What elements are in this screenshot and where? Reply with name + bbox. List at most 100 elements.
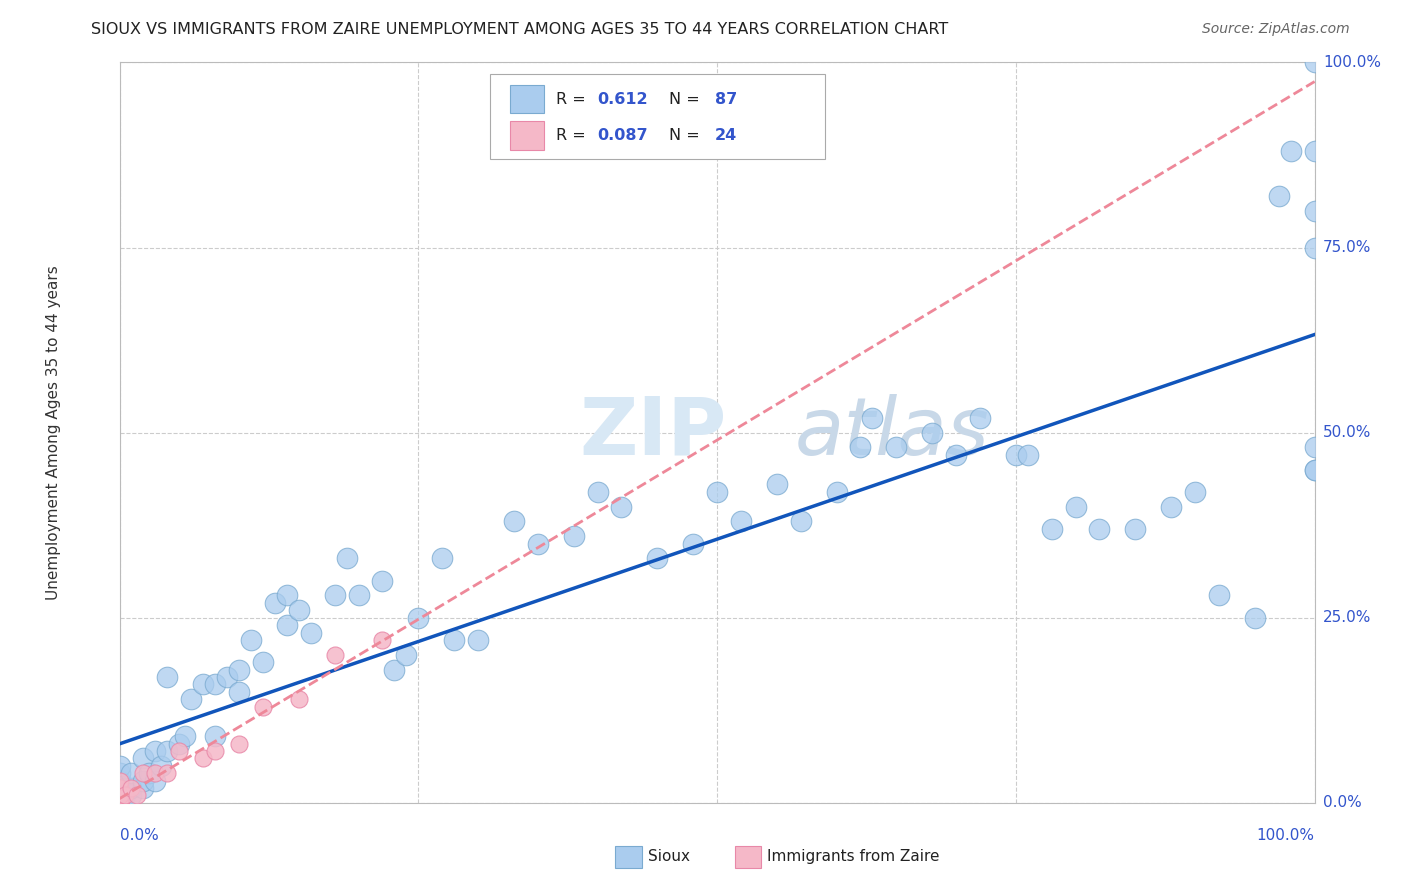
Point	[145, 744, 166, 758]
Point	[347, 589, 370, 603]
Point	[862, 410, 884, 425]
Text: 0.612: 0.612	[598, 92, 648, 106]
Text: ZIP: ZIP	[579, 393, 727, 472]
Point	[228, 685, 250, 699]
Point	[108, 796, 131, 810]
Point	[156, 670, 179, 684]
Point	[432, 551, 454, 566]
Point	[252, 655, 274, 669]
Point	[706, 484, 728, 499]
Point	[467, 632, 489, 647]
Point	[825, 484, 848, 499]
Point	[108, 758, 131, 772]
Point	[586, 484, 609, 499]
Point	[647, 551, 669, 566]
Point	[108, 796, 131, 810]
Point	[204, 744, 226, 758]
Text: R =: R =	[555, 128, 591, 143]
Point	[108, 796, 131, 810]
Point	[121, 766, 143, 780]
Point	[682, 536, 704, 550]
Point	[371, 574, 394, 588]
Point	[239, 632, 263, 647]
Point	[790, 515, 813, 529]
Point	[1160, 500, 1182, 514]
Point	[323, 648, 346, 662]
Point	[108, 796, 131, 810]
Point	[323, 589, 346, 603]
Point	[1064, 500, 1087, 514]
Point	[945, 448, 967, 462]
Text: 0.087: 0.087	[598, 128, 648, 143]
Point	[1268, 188, 1291, 202]
Point	[766, 477, 789, 491]
Point	[204, 729, 226, 743]
Point	[1040, 522, 1063, 536]
Point	[1303, 145, 1326, 159]
Point	[1279, 145, 1302, 159]
Point	[1244, 610, 1267, 624]
Text: Sioux: Sioux	[648, 849, 690, 864]
Point	[108, 796, 131, 810]
Point	[121, 780, 143, 795]
Point	[299, 625, 322, 640]
Text: N =: N =	[669, 128, 706, 143]
Point	[108, 796, 131, 810]
Point	[108, 766, 131, 780]
FancyBboxPatch shape	[735, 846, 761, 868]
Point	[921, 425, 943, 440]
Point	[108, 773, 131, 788]
Point	[132, 766, 155, 780]
Point	[108, 796, 131, 810]
Point	[276, 589, 298, 603]
Text: Immigrants from Zaire: Immigrants from Zaire	[768, 849, 939, 864]
Point	[145, 773, 166, 788]
Point	[288, 603, 311, 617]
Point	[191, 677, 215, 691]
Text: 0.0%: 0.0%	[1323, 796, 1361, 810]
Point	[108, 780, 131, 795]
Point	[156, 766, 179, 780]
Point	[1303, 462, 1326, 476]
Point	[108, 796, 131, 810]
Point	[252, 699, 274, 714]
Point	[191, 751, 215, 765]
Point	[132, 780, 155, 795]
Point	[276, 618, 298, 632]
Point	[1303, 240, 1326, 255]
Point	[169, 737, 191, 751]
Point	[121, 780, 143, 795]
Point	[108, 789, 131, 803]
Point	[114, 780, 136, 795]
Point	[969, 410, 991, 425]
Text: 100.0%: 100.0%	[1257, 828, 1315, 843]
Point	[382, 663, 406, 677]
Point	[108, 796, 131, 810]
Point	[228, 663, 250, 677]
Text: atlas: atlas	[794, 393, 990, 472]
Point	[1004, 448, 1026, 462]
Text: 25.0%: 25.0%	[1323, 610, 1371, 625]
Point	[180, 692, 202, 706]
Point	[108, 780, 131, 795]
Point	[108, 796, 131, 810]
Text: 87: 87	[714, 92, 737, 106]
Point	[121, 789, 143, 803]
Point	[610, 500, 633, 514]
Point	[108, 796, 131, 810]
Point	[169, 744, 191, 758]
Point	[228, 737, 250, 751]
Text: Source: ZipAtlas.com: Source: ZipAtlas.com	[1202, 22, 1350, 37]
Point	[217, 670, 239, 684]
Point	[395, 648, 418, 662]
Text: 50.0%: 50.0%	[1323, 425, 1371, 440]
Text: Unemployment Among Ages 35 to 44 years: Unemployment Among Ages 35 to 44 years	[46, 265, 62, 600]
Text: 24: 24	[714, 128, 737, 143]
Point	[264, 596, 287, 610]
Text: 0.0%: 0.0%	[120, 828, 159, 843]
Text: 100.0%: 100.0%	[1323, 55, 1381, 70]
Point	[204, 677, 226, 691]
Point	[150, 758, 173, 772]
Point	[336, 551, 357, 566]
Point	[288, 692, 311, 706]
